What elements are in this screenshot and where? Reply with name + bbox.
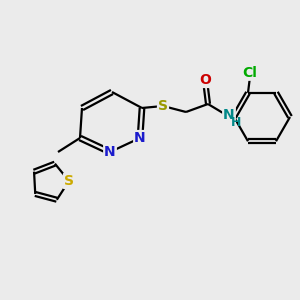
Text: N: N	[134, 131, 146, 145]
Text: O: O	[199, 73, 211, 87]
Text: Cl: Cl	[243, 66, 257, 80]
Text: S: S	[64, 174, 74, 188]
Text: H: H	[231, 116, 241, 128]
Text: S: S	[158, 99, 168, 113]
Text: N: N	[104, 145, 116, 159]
Text: N: N	[223, 108, 235, 122]
